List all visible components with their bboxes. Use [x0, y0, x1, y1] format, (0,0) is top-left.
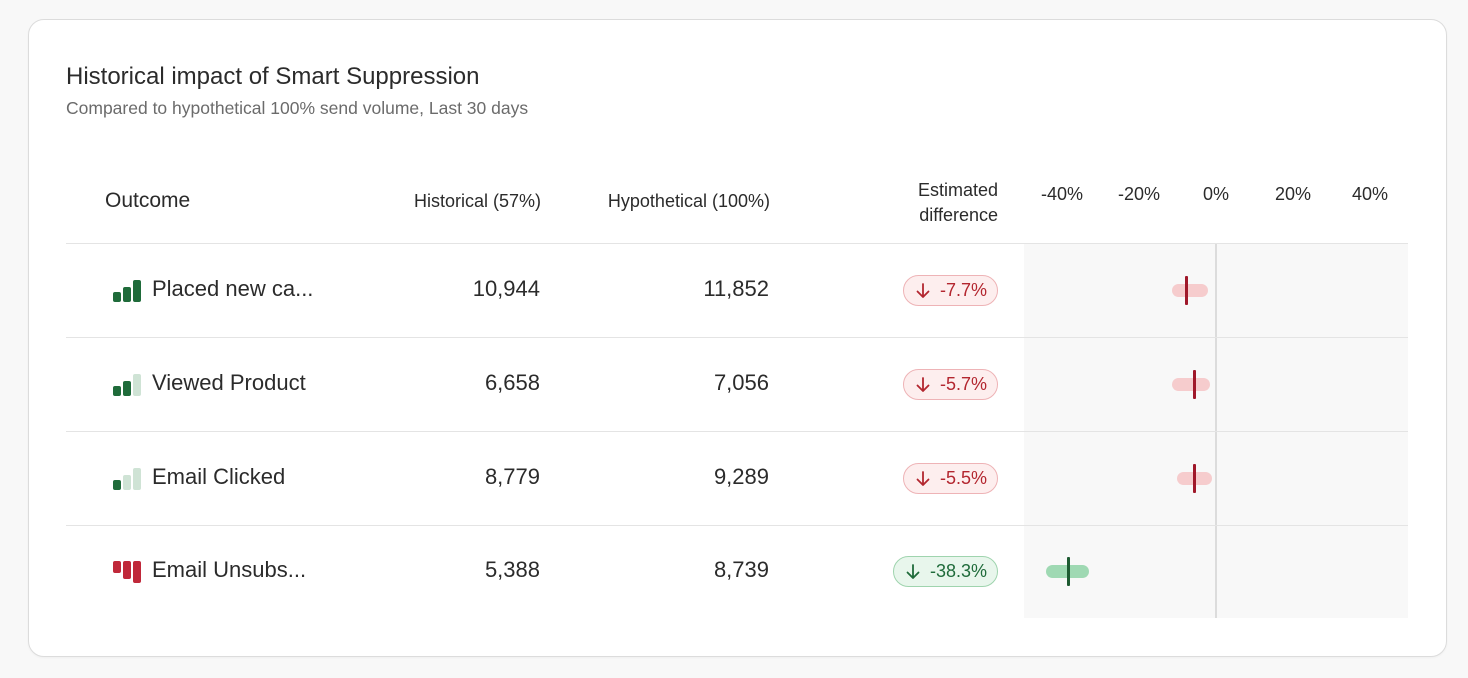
outcome-name: Email Clicked — [152, 464, 286, 489]
row-divider — [66, 525, 1408, 526]
signal-bar — [133, 468, 141, 490]
historical-value: 6,658 — [484, 370, 540, 395]
axis-tick-label: -40% — [1040, 184, 1084, 204]
signal-bar — [113, 386, 121, 396]
row-divider — [66, 337, 1408, 338]
column-header-historical: Historical (57%) — [413, 191, 541, 211]
arrow-down-icon — [916, 376, 930, 392]
column-header-hypothetical: Hypothetical (100%) — [607, 191, 770, 211]
difference-badge: -7.7% — [902, 275, 998, 306]
hypothetical-value: 9,289 — [713, 464, 769, 489]
signal-bar — [123, 475, 131, 490]
signal-bar — [133, 280, 141, 302]
historical-value: 8,779 — [484, 464, 540, 489]
outcome-name: Placed new ca... — [152, 276, 314, 301]
arrow-down-icon — [916, 282, 930, 298]
hypothetical-value: 8,739 — [713, 557, 769, 582]
signal-bar — [123, 381, 131, 396]
signal-strength-icon — [113, 280, 143, 302]
estimate-marker — [1193, 464, 1197, 493]
difference-badge: -38.3% — [892, 556, 998, 587]
hypothetical-value: 11,852 — [703, 276, 769, 301]
column-header-outcome: Outcome — [105, 189, 191, 212]
difference-value: -38.3% — [929, 561, 987, 581]
hypothetical-value: 7,056 — [713, 370, 769, 395]
card-subtitle: Compared to hypothetical 100% send volum… — [66, 98, 529, 118]
table-row[interactable]: Email Unsubs... 5,388 8,739 -38.3% — [0, 525, 1468, 619]
table-row[interactable]: Viewed Product 6,658 7,056 -5.7% — [0, 338, 1468, 432]
signal-bar — [113, 561, 121, 573]
axis-tick-label: 0% — [1202, 184, 1230, 204]
signal-strength-icon — [113, 374, 143, 396]
difference-value: -5.5% — [939, 468, 987, 488]
arrow-down-icon — [916, 470, 930, 486]
axis-tick-label: -20% — [1117, 184, 1161, 204]
column-header-difference-line2: difference — [919, 205, 998, 225]
header-divider — [66, 243, 1408, 244]
column-header-difference: Estimated difference — [918, 178, 998, 228]
confidence-interval-bar[interactable] — [1172, 284, 1208, 297]
confidence-interval-bar[interactable] — [1172, 378, 1210, 391]
difference-badge: -5.5% — [902, 463, 998, 494]
signal-bar — [113, 480, 121, 490]
signal-strength-icon — [113, 561, 143, 583]
signal-bar — [133, 374, 141, 396]
difference-value: -7.7% — [939, 280, 987, 300]
table-row[interactable]: Email Clicked 8,779 9,289 -5.5% — [0, 432, 1468, 526]
difference-badge: -5.7% — [902, 369, 998, 400]
estimate-marker — [1067, 557, 1071, 586]
column-header-difference-line1: Estimated — [917, 180, 998, 200]
historical-value: 5,388 — [484, 557, 540, 582]
estimate-marker — [1192, 370, 1196, 399]
estimate-marker — [1184, 276, 1188, 305]
signal-bar — [123, 561, 131, 579]
outcome-name: Viewed Product — [152, 370, 306, 395]
card-title: Historical impact of Smart Suppression — [66, 63, 480, 90]
table-row[interactable]: Placed new ca... 10,944 11,852 -7.7% — [0, 244, 1468, 338]
row-divider — [66, 431, 1408, 432]
signal-bar — [123, 287, 131, 302]
axis-tick-label: 20% — [1274, 184, 1312, 204]
signal-bar — [113, 292, 121, 302]
arrow-down-icon — [906, 563, 920, 579]
historical-value: 10,944 — [472, 276, 540, 301]
outcome-name: Email Unsubs... — [152, 557, 307, 582]
signal-strength-icon — [113, 468, 143, 490]
signal-bar — [133, 561, 141, 583]
axis-tick-label: 40% — [1351, 184, 1389, 204]
difference-value: -5.7% — [939, 374, 987, 394]
